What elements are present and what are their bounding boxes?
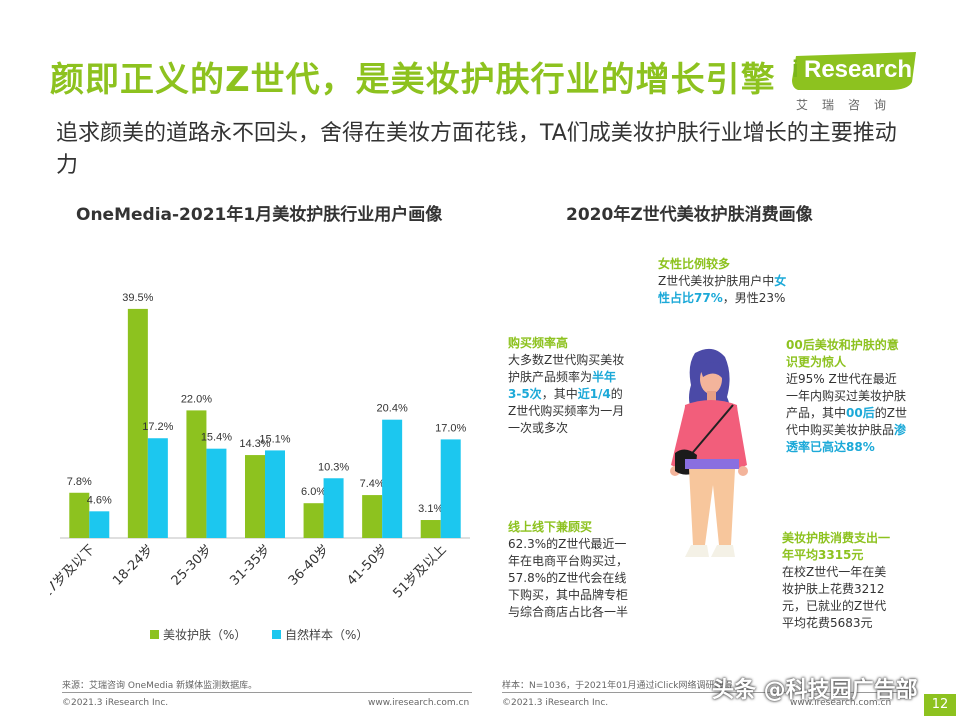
annotation-frequency-text: 大多数Z世代购买美妆护肤产品频率为 <box>508 353 625 384</box>
logo-cn: 艾瑞咨询 <box>796 98 901 112</box>
annotation-frequency: 购买频率高 大多数Z世代购买美妆护肤产品频率为半年3-5次，其中近1/4的Z世代… <box>508 335 628 437</box>
right-footer-rule <box>502 692 914 693</box>
right-footer-copyright: ©2021.3 iResearch Inc. <box>502 698 609 708</box>
data-label-makeup: 7.8% <box>67 476 92 488</box>
page-subtitle: 追求颜美的道路永不回头，舍得在美妆方面花钱，TA们成美妆护肤行业增长的主要推动力 <box>56 121 897 178</box>
left-footer-url: www.iresearch.com.cn <box>368 698 470 708</box>
annotation-channel-text: 62.3%的Z世代最近一年在电商平台购买过，57.8%的Z世代会在线下购买，其中… <box>508 537 629 619</box>
bar-makeup <box>69 492 90 538</box>
bar-makeup <box>245 455 265 538</box>
annotation-frequency-text3: 的Z世代购买频率为一月一次或多次 <box>508 387 625 435</box>
annotation-awareness-heading: 00后美妆和护肤的意识更为惊人 <box>786 338 899 369</box>
data-label-makeup: 3.1% <box>418 503 443 515</box>
data-label-makeup: 14.3% <box>239 438 270 450</box>
annotation-awareness-text: 近95% Z世代在最近一年内购买过美妆护肤产品，其中 <box>786 372 907 420</box>
annotation-spending: 美妆护肤消费支出一年平均3315元 在校Z世代一年在美妆护肤上花费3212元，已… <box>782 530 898 632</box>
bar-makeup <box>303 503 324 538</box>
x-tick-label: 36-40岁 <box>286 542 333 589</box>
x-tick-label: 25-30岁 <box>169 542 216 589</box>
annotation-awareness-highlight: 00后 <box>846 406 875 420</box>
iresearch-logo: i Research 艾瑞咨询 <box>790 46 920 116</box>
data-label-sample: 10.3% <box>318 461 349 473</box>
watermark: 头条 @科技园广告部 <box>712 678 918 703</box>
bar-makeup <box>186 410 207 538</box>
x-tick-label: 18-24岁 <box>110 542 157 589</box>
left-footer-copyright: ©2021.3 iResearch Inc. <box>62 698 169 708</box>
right-footer-source: 样本：N=1036，于2021年01月通过iClick网络调研获得 <box>502 681 733 691</box>
legend-item-makeup: 美妆护肤（%） <box>150 626 246 643</box>
annotation-female-heading: 女性比例较多 <box>658 257 731 271</box>
annotation-awareness-text2: 的Z世代中购买美妆护肤品 <box>786 406 907 437</box>
annotation-channel: 线上线下兼顾买 62.3%的Z世代最近一年在电商平台购买过，57.8%的Z世代会… <box>508 519 636 621</box>
bar-sample <box>323 478 344 538</box>
z-generation-woman-illustration <box>670 348 748 557</box>
legend-swatch-blue <box>272 630 281 639</box>
x-tick-label: 51岁及以上 <box>390 542 449 601</box>
legend-swatch-green <box>150 630 159 639</box>
data-label-makeup: 7.4% <box>360 478 385 490</box>
data-label-sample: 20.4% <box>377 403 408 415</box>
annotation-channel-heading: 线上线下兼顾买 <box>508 520 593 534</box>
bar-sample <box>265 450 285 538</box>
data-label-sample: 4.6% <box>87 494 112 506</box>
legend-item-sample: 自然样本（%） <box>272 626 368 643</box>
page-title: 颜即正义的Z世代，是美妆护肤行业的增长引擎 <box>50 60 776 100</box>
annotation-female: 女性比例较多 Z世代美妆护肤用户中女性占比77%，男性23% <box>658 256 788 307</box>
annotation-frequency-highlight2: 近1/4 <box>577 387 611 401</box>
left-footer-source: 来源：艾瑞咨询 OneMedia 新媒体监测数据库。 <box>62 681 258 691</box>
data-label-makeup: 22.0% <box>181 393 212 405</box>
legend-label-makeup: 美妆护肤（%） <box>163 628 247 642</box>
left-chart-title: OneMedia-2021年1月美妆护肤行业用户画像 <box>76 205 443 225</box>
x-tick-label: 17岁及以下 <box>50 542 98 601</box>
right-footer-url: www.iresearch.com.cn <box>790 698 892 708</box>
bar-makeup <box>420 520 441 538</box>
annotation-female-text2: ，男性23% <box>722 291 786 305</box>
bar-sample <box>89 511 110 538</box>
annotation-frequency-highlight: 半年3-5次 <box>508 370 617 401</box>
bar-sample <box>206 448 227 538</box>
annotation-frequency-text2: ，其中 <box>541 387 578 401</box>
legend-label-sample: 自然样本（%） <box>285 628 369 642</box>
page-number: 12 <box>924 694 956 716</box>
annotation-spending-heading: 美妆护肤消费支出一年平均3315元 <box>782 531 891 562</box>
bar-makeup <box>362 495 383 538</box>
annotation-spending-text: 在校Z世代一年在美妆护肤上花费3212元，已就业的Z世代平均花费5683元 <box>782 565 887 630</box>
bar-makeup <box>127 308 148 538</box>
data-label-sample: 15.1% <box>259 433 290 445</box>
data-label-makeup: 6.0% <box>301 486 326 498</box>
bar-sample <box>382 419 403 538</box>
data-label-sample: 15.4% <box>201 432 232 444</box>
logo-leaf-shape <box>792 52 916 90</box>
annotation-female-text: Z世代美妆护肤用户中 <box>658 274 775 288</box>
annotation-awareness-highlight2: 渗透率已高达88% <box>786 423 907 454</box>
logo-brand: Research <box>804 56 913 83</box>
bar-sample <box>147 438 168 538</box>
annotation-female-highlight: 女性占比77% <box>658 274 787 305</box>
logo-i: i <box>792 56 799 83</box>
bar-sample <box>440 439 461 538</box>
right-panel-title: 2020年Z世代美妆护肤消费画像 <box>566 205 813 225</box>
data-label-sample: 17.0% <box>435 422 466 434</box>
x-tick-label: 41-50岁 <box>344 542 391 589</box>
left-footer-rule <box>62 692 472 693</box>
data-label-sample: 17.2% <box>142 421 173 433</box>
annotation-frequency-heading: 购买频率高 <box>508 336 569 350</box>
age-bar-chart: 7.8% 4.6% 17岁及以下 39.5% 17.2% 18-24岁 22.0% 15.4%… <box>50 292 470 601</box>
annotation-awareness: 00后美妆和护肤的意识更为惊人 近95% Z世代在最近一年内购买过美妆护肤产品，… <box>786 337 908 456</box>
data-label-makeup: 39.5% <box>122 292 153 304</box>
x-tick-label: 31-35岁 <box>227 542 274 589</box>
